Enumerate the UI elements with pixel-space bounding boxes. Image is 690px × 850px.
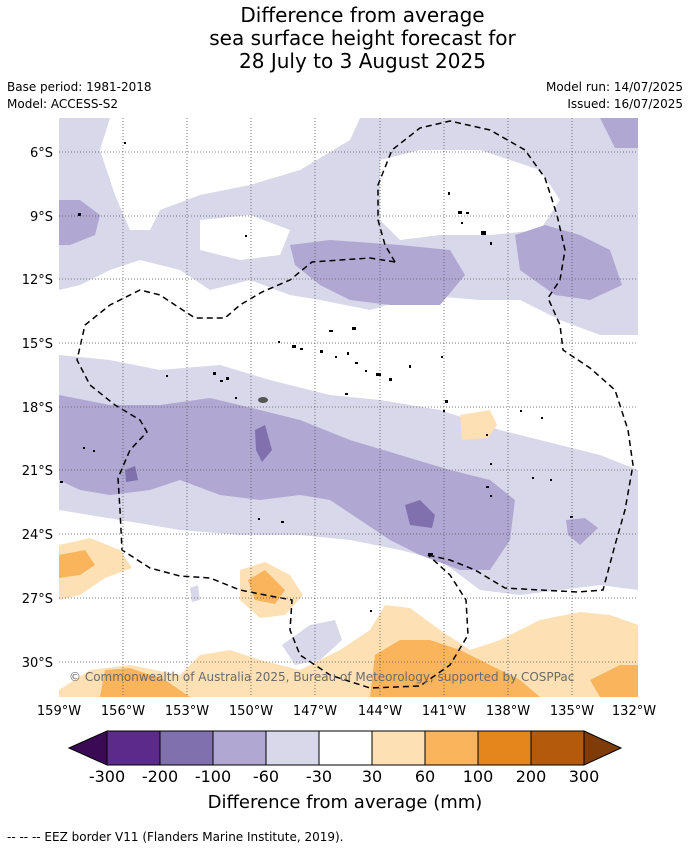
title-line-3: 28 July to 3 August 2025	[239, 49, 486, 73]
anomaly-white-north	[100, 118, 360, 230]
lon-label-156w: 156°W	[101, 704, 145, 719]
lat-label-30s: 30°S	[22, 656, 53, 671]
eez-borders	[76, 120, 634, 689]
lat-label-27s: 27°S	[22, 592, 53, 607]
islands	[60, 142, 573, 612]
meta-right: Model run: 14/07/2025 Issued: 16/07/2025	[546, 79, 683, 113]
anomaly-light-lavender-south	[282, 620, 342, 665]
lat-label-24s: 24°S	[22, 528, 53, 543]
colorbar-tick-5: -30	[306, 767, 332, 786]
forecast-map: © Commonwealth of Australia 2025, Bureau…	[22, 118, 656, 786]
meta-left: Base period: 1981-2018 Model: ACCESS-S2	[7, 79, 152, 113]
anomaly-mid-purple-east	[566, 518, 598, 545]
anomaly-mid-purple-north	[290, 240, 465, 305]
anomaly-orange-central	[248, 570, 285, 604]
longitude-labels: 159°W 156°W 153°W 150°W 147°W 144°W 141°…	[37, 704, 656, 719]
colorbar-tick-2: -200	[142, 767, 178, 786]
eez-footnote: -- -- -- EEZ border V11 (Flanders Marine…	[7, 830, 344, 844]
base-period-text: Base period: 1981-2018	[7, 80, 152, 94]
lon-label-132w: 132°W	[612, 704, 656, 719]
lat-label-18s: 18°S	[22, 401, 53, 416]
colorbar-tick-1: -300	[89, 767, 125, 786]
colorbar-tick-3: -100	[195, 767, 231, 786]
anomaly-white-northeast	[380, 150, 560, 240]
anomaly-orange-west	[59, 550, 95, 578]
anomaly-deep-purple-patch-2	[405, 500, 435, 528]
model-text: Model: ACCESS-S2	[7, 97, 119, 111]
eez-border-east	[377, 120, 634, 593]
colorbar-tick-10: 300	[569, 767, 600, 786]
anomaly-light-orange-northeast	[460, 410, 497, 440]
issued-text: Issued: 16/07/2025	[567, 97, 683, 111]
colorbar-tick-6: 30	[362, 767, 382, 786]
lat-label-12s: 12°S	[22, 273, 53, 288]
map-field: © Commonwealth of Australia 2025, Bureau…	[59, 118, 638, 697]
lon-label-150w: 150°W	[229, 704, 273, 719]
anomaly-deep-purple-patch-1	[255, 425, 272, 462]
colorbar-segment-3	[212, 730, 267, 766]
colorbar	[67, 730, 623, 766]
lon-label-153w: 153°W	[165, 704, 209, 719]
anomaly-mid-purple-corner	[600, 118, 638, 148]
gridlines	[59, 118, 638, 697]
anomaly-orange-southwest	[100, 668, 190, 697]
chart-title: Difference from average sea surface heig…	[0, 4, 690, 73]
anomaly-mid-purple-northeast	[515, 225, 622, 300]
model-run-text: Model run: 14/07/2025	[545, 80, 683, 94]
copyright-text: © Commonwealth of Australia 2025, Bureau…	[69, 670, 574, 684]
anomaly-orange-southeast	[590, 665, 638, 697]
colorbar-segment-6	[371, 730, 426, 766]
anomaly-mid-purple-west	[59, 200, 100, 245]
anomaly-mid-purple-band	[59, 395, 515, 570]
colorbar-segment-1	[106, 730, 161, 766]
lon-label-135w: 135°W	[550, 704, 594, 719]
lon-label-147w: 147°W	[293, 704, 337, 719]
colorbar-segment-5	[318, 730, 373, 766]
lat-label-9s: 9°S	[30, 210, 53, 225]
colorbar-segment-7	[424, 730, 479, 766]
lat-label-6s: 6°S	[30, 146, 53, 161]
colorbar-segment-2	[159, 730, 214, 766]
lon-label-144w: 144°W	[358, 704, 402, 719]
colorbar-segment-4	[265, 730, 320, 766]
colorbar-segment-9	[530, 730, 585, 766]
anomaly-white-patch	[200, 215, 290, 260]
colorbar-extend-high	[583, 730, 623, 766]
colorbar-tick-7: 60	[415, 767, 435, 786]
eez-border-west	[76, 257, 469, 689]
colorbar-tick-9: 200	[516, 767, 547, 786]
colorbar-tick-4: -60	[253, 767, 279, 786]
title-line-1: Difference from average	[240, 3, 485, 27]
lon-label-159w: 159°W	[37, 704, 81, 719]
lat-label-15s: 15°S	[22, 337, 53, 352]
lat-label-21s: 21°S	[22, 464, 53, 479]
colorbar-tick-labels: -300 -200 -100 -60 -30 30 60 100 200 300	[89, 767, 599, 786]
colorbar-segment-8	[477, 730, 532, 766]
lon-label-138w: 138°W	[486, 704, 530, 719]
anomaly-orange-south	[370, 640, 540, 697]
colorbar-extend-low	[67, 730, 108, 766]
colorbar-tick-8: 100	[463, 767, 494, 786]
lon-label-141w: 141°W	[422, 704, 466, 719]
latitude-labels: 6°S 9°S 12°S 15°S 18°S 21°S 24°S 27°S 30…	[22, 146, 53, 671]
title-line-2: sea surface height forecast for	[209, 26, 516, 50]
colorbar-title: Difference from average (mm)	[207, 792, 483, 813]
